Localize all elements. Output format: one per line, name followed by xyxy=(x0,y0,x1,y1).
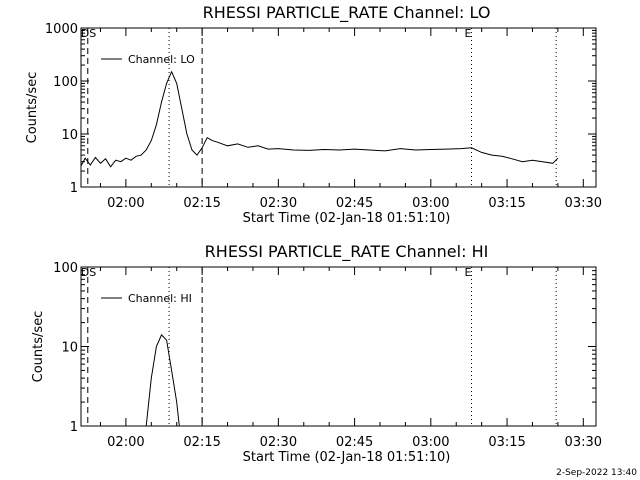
y-axis-label: Counts/sec xyxy=(25,72,40,144)
x-tick-label: 02:00 xyxy=(107,196,144,211)
footer-timestamp: 2-Sep-2022 13:40 xyxy=(556,468,637,478)
chart-title: RHESSI PARTICLE_RATE Channel: HI xyxy=(205,242,489,262)
x-tick-label: 02:15 xyxy=(183,196,220,211)
chart-title: RHESSI PARTICLE_RATE Channel: LO xyxy=(203,3,491,23)
x-tick-label: 02:15 xyxy=(183,435,220,450)
legend-label: Channel: LO xyxy=(128,53,195,66)
x-tick-label: 03:00 xyxy=(412,196,449,211)
x-axis-label: Start Time (02-Jan-18 01:51:10) xyxy=(243,450,451,465)
x-tick-label: 02:45 xyxy=(336,196,373,211)
x-tick-label: 02:45 xyxy=(336,435,373,450)
x-axis-label: Start Time (02-Jan-18 01:51:10) xyxy=(243,211,451,226)
x-tick-label: 03:30 xyxy=(565,435,602,450)
x-tick-label: 03:30 xyxy=(565,196,602,211)
y-tick-label: 1 xyxy=(70,420,78,435)
plot-frame xyxy=(80,266,597,427)
x-tick-label: 03:15 xyxy=(488,196,525,211)
legend-label: Channel: HI xyxy=(128,292,192,305)
y-tick-label: 10 xyxy=(61,128,78,143)
y-tick-label: 1000 xyxy=(45,22,78,37)
x-tick-label: 03:00 xyxy=(412,435,449,450)
marker-label: DS xyxy=(81,266,96,279)
panel-lo: RHESSI PARTICLE_RATE Channel: LO 02:00 02:… xyxy=(25,3,602,226)
panel-hi: RHESSI PARTICLE_RATE Channel: HI 02:00 02:… xyxy=(31,242,602,465)
y-tick-label: 1 xyxy=(70,181,78,196)
marker-label: DS xyxy=(81,27,96,40)
x-tick-label: 03:15 xyxy=(488,435,525,450)
plot-frame xyxy=(80,27,597,188)
y-tick-label: 100 xyxy=(53,261,78,276)
y-axis-label: Counts/sec xyxy=(31,311,46,383)
x-tick-label: 02:30 xyxy=(260,435,297,450)
x-tick-label: 02:30 xyxy=(260,196,297,211)
x-tick-label: 02:00 xyxy=(107,435,144,450)
series-line xyxy=(145,334,180,427)
y-tick-label: 10 xyxy=(61,341,78,356)
y-tick-label: 100 xyxy=(53,75,78,90)
series-line xyxy=(80,70,559,168)
marker-label: E xyxy=(464,266,471,279)
marker-label: E xyxy=(464,27,471,40)
